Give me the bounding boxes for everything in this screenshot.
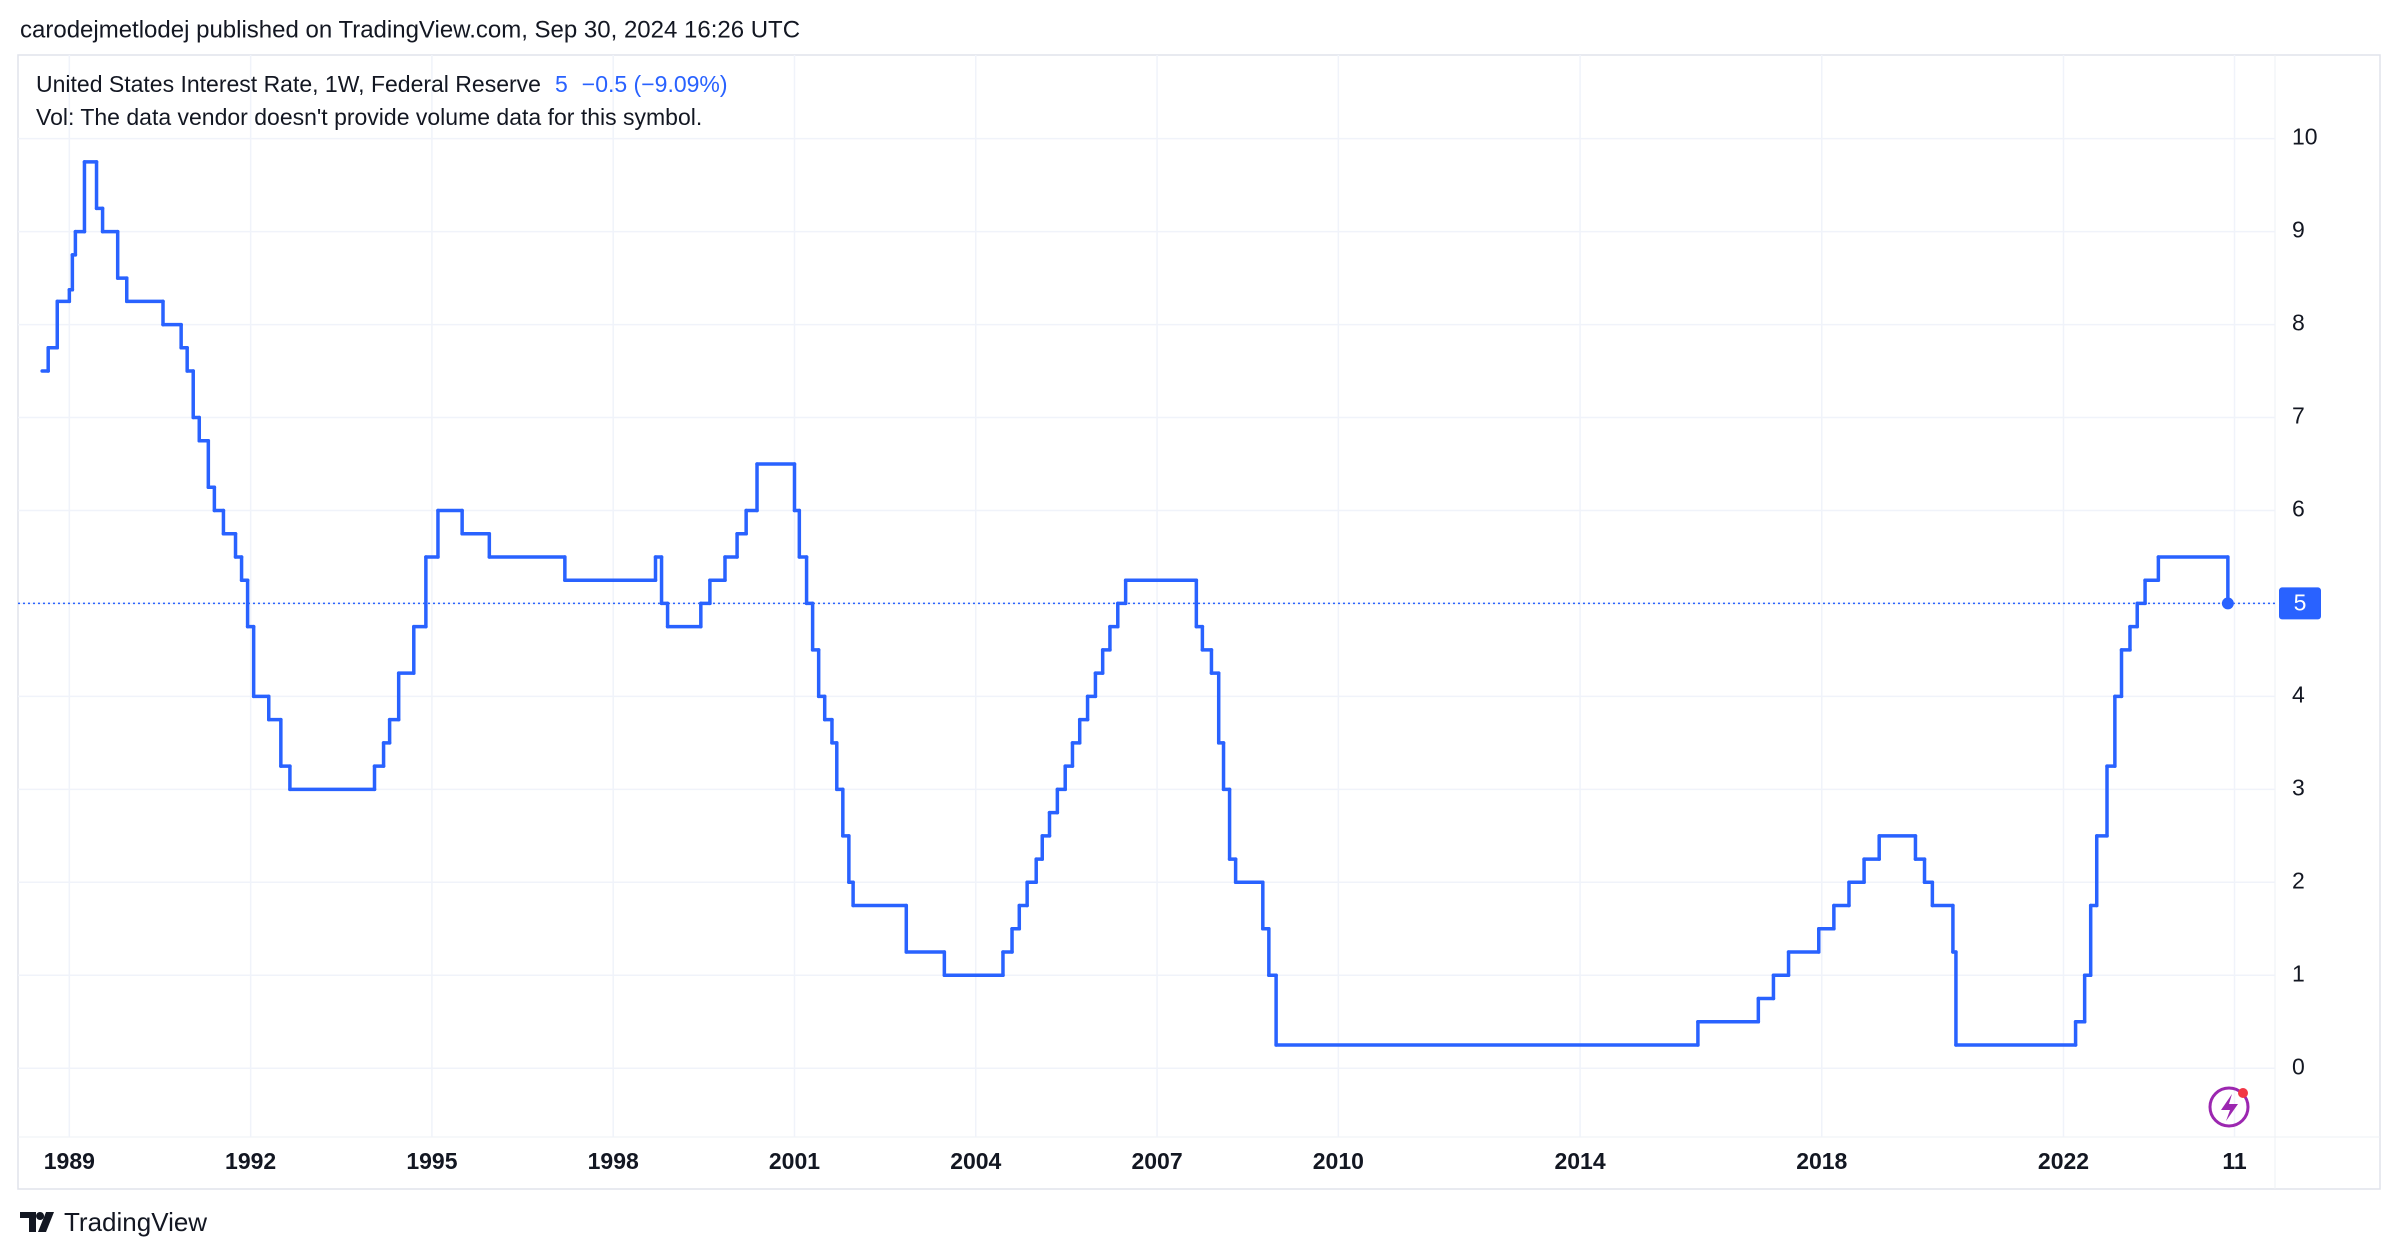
- symbol-title: United States Interest Rate, 1W, Federal…: [36, 71, 541, 97]
- legend: United States Interest Rate, 1W, Federal…: [36, 71, 728, 97]
- x-tick-label: 2010: [1313, 1148, 1364, 1174]
- price-label-box: [2279, 587, 2321, 620]
- price-label: 5: [2294, 590, 2307, 616]
- footer: TradingView: [64, 1207, 207, 1237]
- last-point: [2221, 597, 2234, 610]
- x-tick-label: 11: [2222, 1148, 2247, 1174]
- y-tick-label: 3: [2292, 774, 2305, 800]
- logo-icon: [2208, 1086, 2250, 1128]
- x-tick-label: 2004: [950, 1148, 1001, 1174]
- x-tick-label: 1992: [225, 1148, 276, 1174]
- x-tick-label: 1989: [44, 1148, 95, 1174]
- x-tick-label: 2014: [1554, 1148, 1605, 1174]
- y-tick-label: 1: [2292, 960, 2305, 986]
- y-tick-label: 9: [2292, 217, 2305, 243]
- y-tick-label: 7: [2292, 403, 2305, 429]
- x-tick-label: 2022: [2038, 1148, 2089, 1174]
- x-tick-label: 1998: [588, 1148, 639, 1174]
- legend-change: −0.5 (−9.09%): [582, 71, 728, 97]
- y-tick-label: 6: [2292, 496, 2305, 522]
- y-tick-label: 8: [2292, 310, 2305, 336]
- y-tick-label: 4: [2292, 681, 2305, 707]
- chart-frame: [17, 54, 2381, 1190]
- x-tick-label: 2007: [1131, 1148, 1182, 1174]
- subtitle: Vol: The data vendor doesn't provide vol…: [36, 104, 702, 130]
- x-tick-label: 2001: [769, 1148, 820, 1174]
- plot: [40, 160, 2234, 1047]
- x-tick-label: 1995: [406, 1148, 457, 1174]
- footer-logo: [20, 1212, 54, 1232]
- y-tick-label: 10: [2292, 124, 2318, 150]
- x-tick-label: 2018: [1796, 1148, 1847, 1174]
- y-tick-label: 2: [2292, 867, 2305, 893]
- grid: [18, 55, 2275, 1137]
- y-tick-label: 0: [2292, 1053, 2305, 1079]
- header: carodejmetlodej published on TradingView…: [20, 16, 800, 43]
- legend-value: 5: [555, 71, 568, 97]
